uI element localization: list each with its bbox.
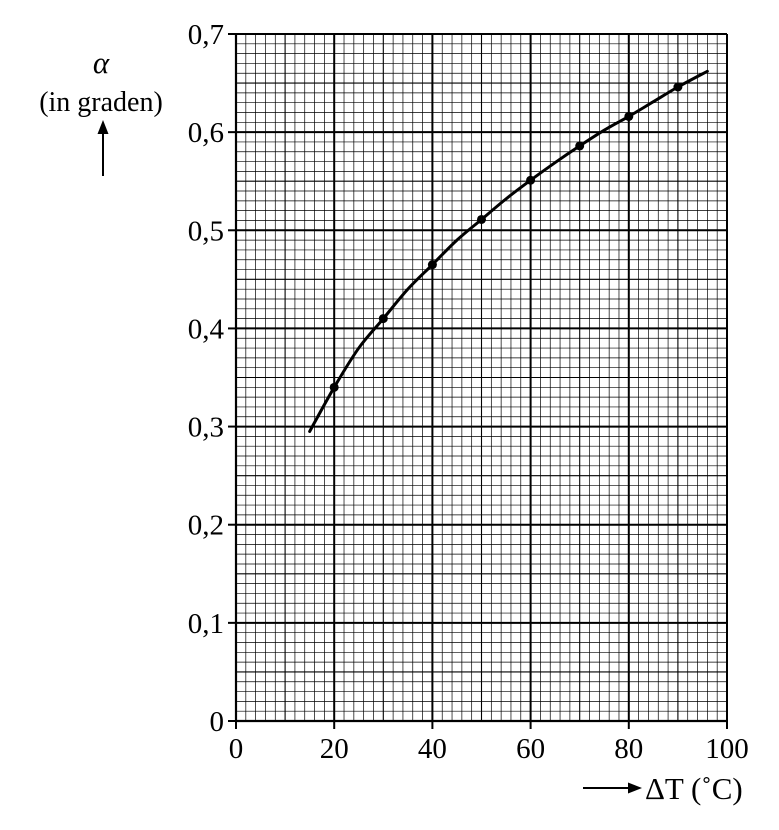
y-tick-label: 0,2: [188, 510, 224, 542]
y-axis-unit: (in graden): [39, 87, 163, 118]
x-tick-label: 0: [229, 733, 244, 765]
x-tick-label: 20: [320, 733, 349, 765]
grid-minor: [235, 33, 728, 722]
y-tick-label: 0,1: [188, 608, 224, 640]
y-tick-label: 0,6: [188, 117, 224, 149]
tick-labels: 0 0,1 0,2 0,3 0,4 0,5 0,6 0,7 0 20 40 60 80 100: [188, 19, 749, 765]
data-point: [526, 175, 536, 185]
series-curve: [308, 69, 709, 433]
data-point: [477, 214, 486, 224]
data-point: [427, 260, 437, 270]
y-tick-label: 0,4: [188, 313, 225, 345]
x-axis-arrow-icon: [583, 782, 642, 794]
y-axis-arrow-icon: [97, 120, 109, 176]
y-tick-label: 0: [210, 706, 225, 738]
x-tick-label: 60: [516, 733, 545, 765]
y-axis-label: α: [93, 45, 110, 80]
y-tick-label: 0,5: [188, 215, 224, 247]
y-tick-label: 0,3: [188, 412, 224, 444]
x-tick-label: 80: [614, 733, 643, 765]
data-point: [575, 141, 585, 151]
data-point: [673, 82, 683, 92]
series-layer: [308, 69, 709, 433]
data-point: [329, 382, 339, 392]
data-point: [624, 111, 634, 121]
x-axis-label: ΔT (˚C): [645, 771, 743, 806]
y-tick-label: 0,7: [188, 19, 224, 51]
x-tick-label: 40: [418, 733, 447, 765]
data-point: [378, 314, 388, 324]
axis-labels: α (in graden) ΔT (˚C): [39, 45, 743, 806]
axes: [228, 33, 728, 729]
x-tick-label: 100: [705, 733, 749, 765]
